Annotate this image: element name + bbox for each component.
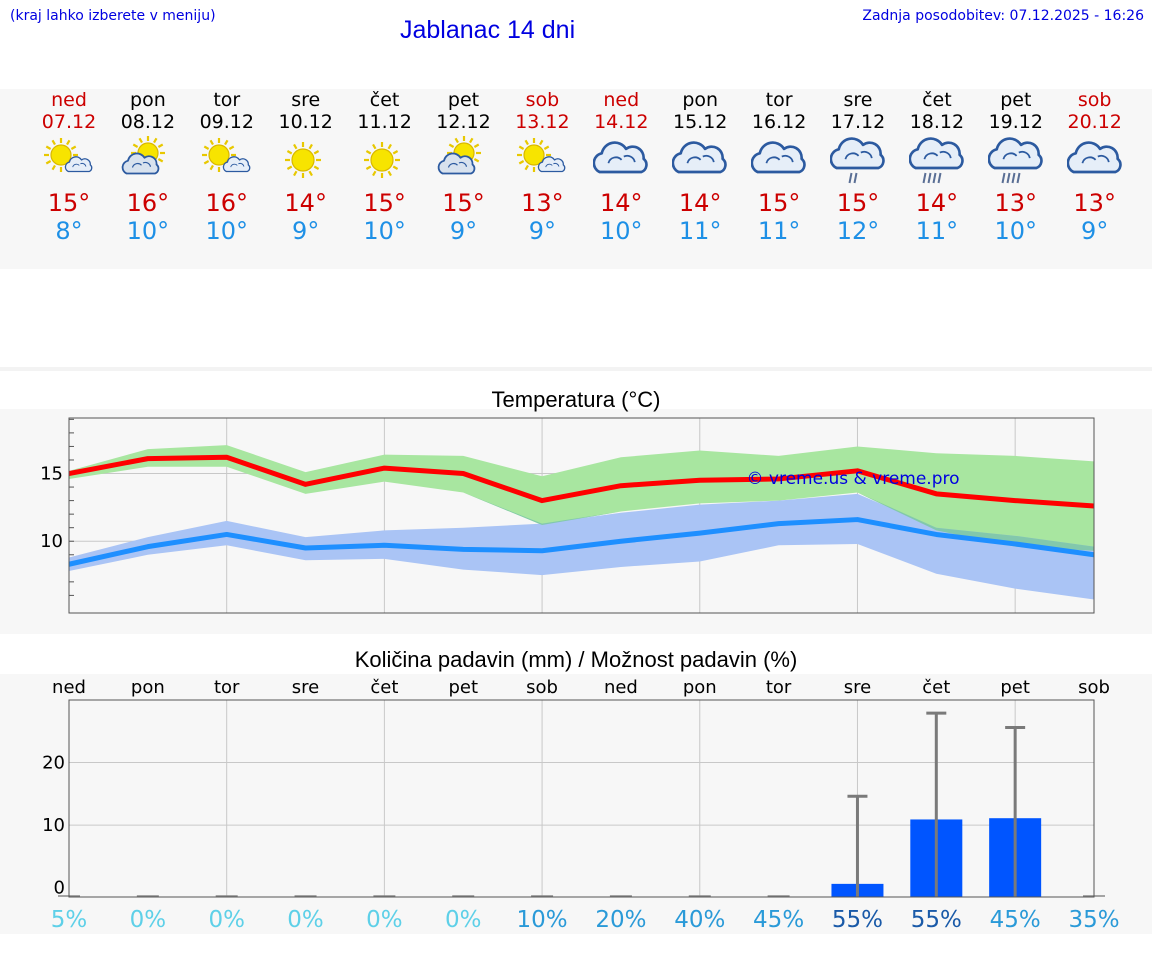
max-temperature: 14° [600,189,643,217]
day-date: 15.12 [672,111,728,133]
min-temperature: 10° [363,217,406,245]
max-temperature: 15° [442,189,485,217]
day-name: pon [682,89,719,111]
min-temperature: 10° [126,217,170,245]
max-temperature: 14° [915,189,959,217]
cloud-sun-icon [108,133,188,189]
sun-icon [266,133,346,189]
min-temperature: 8° [55,217,83,245]
day-date: 14.12 [594,111,649,133]
cloud-icon [581,133,661,189]
forecast-day: ned 14.12 14° 10° [581,89,661,245]
forecast-day: sre 10.12 14° 9° [266,89,346,245]
forecast-day: pet 12.12 15° 9° [424,89,504,245]
sun-icon [345,133,425,189]
day-name: sre [291,89,321,111]
forecast-day: sob 20.12 13° 9° [1055,89,1135,245]
sun-cloud-icon [29,133,109,189]
max-temperature: 15° [836,189,880,217]
forecast-day: tor 09.12 16° 10° [187,89,267,245]
day-date: 07.12 [41,111,97,133]
max-temperature: 15° [757,189,801,217]
day-date: 10.12 [278,111,333,133]
cloud-rain-icon [976,133,1056,189]
min-temperature: 12° [836,217,880,245]
cloud-sun-icon [424,133,504,189]
day-date: 17.12 [830,111,886,133]
sun-cloud-icon [502,133,582,189]
day-name: čet [369,89,400,111]
forecast-day: tor 16.12 15° 11° [739,89,819,245]
max-temperature: 16° [205,189,249,217]
day-name: pet [1000,89,1032,111]
day-name: sob [525,89,560,111]
day-date: 16.12 [751,111,807,133]
day-date: 08.12 [120,111,176,133]
day-date: 13.12 [515,111,570,133]
forecast-day: čet 11.12 15° 10° [345,89,425,245]
max-temperature: 15° [363,189,406,217]
cloud-light-rain-icon [818,133,898,189]
min-temperature: 10° [994,217,1038,245]
forecast-day: pon 15.12 14° 11° [660,89,740,245]
day-name: tor [213,89,241,111]
day-name: pon [130,89,166,111]
precipitation-chart-title: Količina padavin (mm) / Možnost padavin … [354,647,798,672]
temperature-chart-title: Temperatura (°C) [491,387,661,412]
forecast-day: sob 13.12 13° 9° [502,89,582,245]
max-temperature: 13° [994,189,1038,217]
min-temperature: 10° [600,217,643,245]
min-temperature: 10° [205,217,249,245]
cloud-icon [1055,133,1135,189]
day-name: ned [603,89,640,111]
cloud-rain-icon [897,133,977,189]
min-temperature: 9° [449,217,478,245]
day-date: 19.12 [988,111,1043,133]
max-temperature: 16° [126,189,170,217]
day-date: 20.12 [1067,111,1122,133]
cloud-icon [660,133,740,189]
max-temperature: 14° [678,189,722,217]
min-temperature: 11° [678,217,722,245]
forecast-day: pon 08.12 16° 10° [108,89,188,245]
day-date: 12.12 [436,111,491,133]
day-date: 18.12 [909,111,965,133]
forecast-strip: ned 07.12 15° 8° pon 08.12 16° 10° tor 09.12 16… [0,89,1152,269]
sun-cloud-icon [187,133,267,189]
page-title: Jablanac 14 dni [400,16,576,44]
min-temperature: 9° [1081,217,1109,245]
forecast-day: čet 18.12 14° 11° [897,89,977,245]
last-update: Zadnja posodobitev: 07.12.2025 - 16:26 [862,8,1144,24]
day-name: ned [51,89,87,111]
day-name: pet [447,89,480,111]
day-name: sre [843,89,873,111]
min-temperature: 11° [757,217,801,245]
min-temperature: 9° [292,217,320,245]
max-temperature: 14° [284,189,327,217]
forecast-background [0,89,1152,269]
day-name: sob [1077,89,1112,111]
forecast-day: pet 19.12 13° 10° [976,89,1056,245]
min-temperature: 11° [915,217,959,245]
max-temperature: 15° [47,189,91,217]
cloud-icon [739,133,819,189]
precipitation-background [0,674,1152,934]
temperature-background [0,409,1152,634]
day-date: 11.12 [357,111,412,133]
divider [0,367,1152,371]
min-temperature: 9° [528,217,557,245]
location-menu-hint[interactable]: (kraj lahko izberete v meniju) [10,8,216,24]
forecast-day: ned 07.12 15° 8° [29,89,109,245]
max-temperature: 13° [521,189,564,217]
day-name: tor [765,89,793,111]
day-name: čet [922,89,952,111]
day-date: 09.12 [199,111,254,133]
max-temperature: 13° [1073,189,1116,217]
forecast-day: sre 17.12 15° 12° [818,89,898,245]
